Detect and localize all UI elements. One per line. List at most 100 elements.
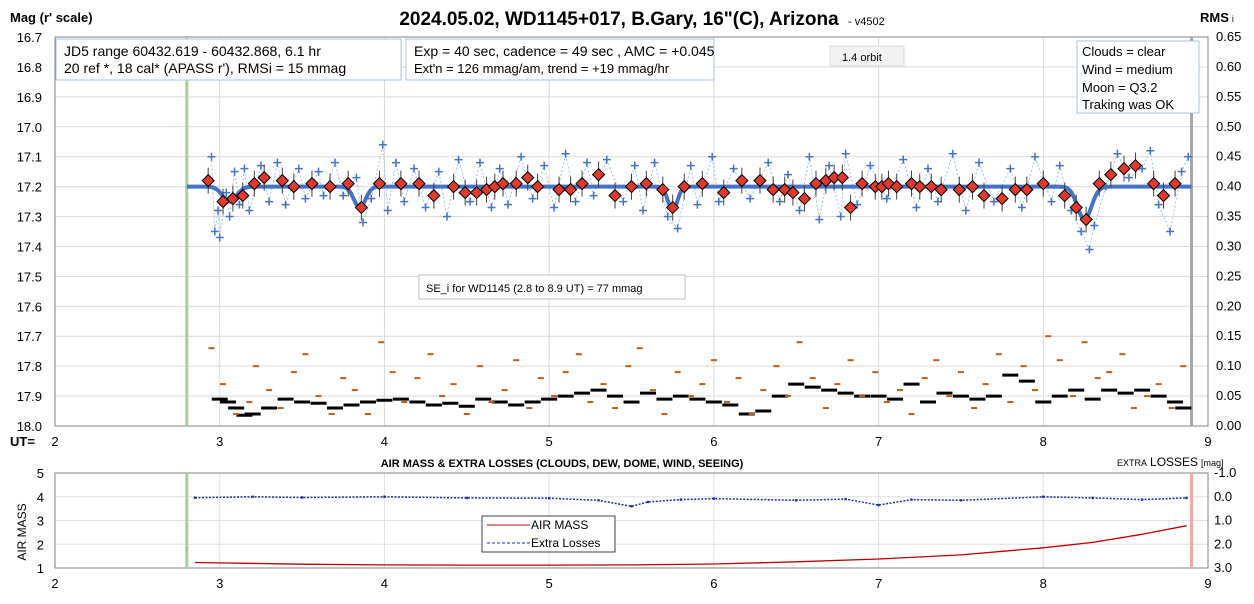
binned-point bbox=[624, 179, 639, 194]
raw-point bbox=[391, 158, 400, 167]
raw-point bbox=[443, 212, 452, 221]
jd-range-text: JD5 range 60432.619 - 60432.868, 6.1 hr bbox=[64, 43, 321, 59]
binned-point bbox=[977, 188, 991, 203]
raw-point bbox=[495, 164, 504, 173]
moon-text: Moon = Q3.2 bbox=[1082, 80, 1158, 95]
bottom-x-tick-label: 8 bbox=[1040, 576, 1047, 591]
bottom-y-tick-label: 5 bbox=[37, 466, 44, 481]
top-x-tick-label: 3 bbox=[216, 434, 223, 449]
top-y-tick-label: 17.5 bbox=[17, 269, 42, 284]
binned-point bbox=[552, 182, 566, 197]
top-y-tick-label: 17.8 bbox=[17, 359, 42, 374]
binned-point bbox=[924, 179, 938, 194]
binned-point bbox=[446, 179, 461, 194]
binned-point bbox=[226, 191, 240, 206]
raw-point bbox=[1166, 227, 1175, 236]
raw-point bbox=[673, 224, 682, 233]
binned-point bbox=[1057, 188, 1072, 203]
chart-version: - v4502 bbox=[848, 16, 885, 28]
raw-point bbox=[273, 158, 282, 167]
binned-point bbox=[665, 200, 680, 215]
ref-stars-text: 20 ref *, 18 cal* (APASS r'), RMSi = 15 … bbox=[64, 60, 346, 76]
binned-point bbox=[563, 182, 578, 197]
binned-point bbox=[509, 176, 523, 191]
binned-points-layer bbox=[201, 152, 1182, 233]
bottom-y-tick-label: 4 bbox=[37, 490, 44, 505]
raw-point bbox=[795, 206, 804, 215]
top-y2-tick-label: 0.60 bbox=[1216, 59, 1241, 74]
top-y2-tick-label: 0.30 bbox=[1216, 238, 1241, 253]
raw-point bbox=[714, 197, 723, 206]
raw-point bbox=[746, 194, 755, 203]
raw-point bbox=[215, 233, 224, 242]
raw-point bbox=[1124, 173, 1133, 182]
binned-point bbox=[372, 176, 387, 191]
extra-losses-point bbox=[1140, 498, 1144, 501]
raw-point bbox=[1077, 227, 1086, 236]
raw-point bbox=[948, 149, 957, 158]
se-note-box-frame bbox=[418, 274, 686, 300]
lower-right-label-small: EXTRA bbox=[1117, 458, 1147, 468]
binned-point bbox=[995, 191, 1009, 206]
orbit-box: 1.4 orbit bbox=[829, 45, 905, 67]
raw-point bbox=[708, 152, 717, 161]
bottom-y2-tick-label: -1.0 bbox=[1214, 465, 1236, 480]
top-x-tick-label: 2 bbox=[51, 434, 58, 449]
binned-point bbox=[1079, 212, 1093, 227]
bottom-y2-tick-label: 3.0 bbox=[1214, 560, 1232, 575]
lower-legend-frame bbox=[481, 515, 616, 553]
air-mass-line bbox=[194, 525, 1187, 566]
raw-point bbox=[319, 191, 328, 200]
raw-point bbox=[301, 194, 310, 203]
extra-losses-point bbox=[844, 497, 847, 501]
top-y2-tick-labels: 0.65 0.60 0.55 0.50 0.45 0.40 0.35 0.30 0.25 0.20… bbox=[1216, 29, 1241, 433]
legend-airmass-label: AIR MASS bbox=[531, 518, 588, 532]
top-x-tick-label: 5 bbox=[546, 434, 553, 449]
top-y-tick-label: 17.6 bbox=[17, 299, 42, 314]
extra-losses-point bbox=[910, 498, 913, 501]
raw-point bbox=[1017, 203, 1026, 212]
raw-point bbox=[589, 191, 598, 200]
jd-info-box: JD5 range 60432.619 - 60432.868, 6.1 hr … bbox=[55, 38, 402, 81]
chart-title: 2024.05.02, WD1145+017, B.Gary, 16"(C), … bbox=[399, 9, 839, 30]
bottom-plot-frame bbox=[54, 472, 1209, 569]
raw-point bbox=[210, 227, 219, 236]
binned-point bbox=[1117, 161, 1131, 176]
raw-point bbox=[517, 152, 526, 161]
binned-point bbox=[766, 182, 780, 197]
binned-point bbox=[717, 185, 731, 200]
binned-point bbox=[201, 173, 215, 188]
clouds-text: Clouds = clear bbox=[1082, 44, 1166, 59]
raw-point bbox=[225, 212, 234, 221]
binned-point bbox=[394, 176, 408, 191]
raw-point bbox=[540, 161, 549, 170]
left-axis-label: Mag (r' scale) bbox=[10, 10, 93, 25]
raw-point bbox=[583, 158, 592, 167]
raw-point bbox=[729, 164, 738, 173]
binned-point bbox=[608, 188, 622, 203]
raw-point bbox=[214, 206, 223, 215]
binned-point bbox=[305, 176, 319, 191]
raw-point bbox=[561, 149, 570, 158]
top-y2-tick-label: 0.40 bbox=[1216, 179, 1241, 194]
top-y2-tick-label: 0.50 bbox=[1216, 119, 1241, 134]
binned-point bbox=[575, 176, 589, 191]
binned-point bbox=[496, 176, 510, 191]
binned-point bbox=[835, 170, 850, 185]
extra-losses-point bbox=[383, 495, 386, 498]
top-x-tick-label: 9 bbox=[1204, 434, 1211, 449]
extra-losses-point bbox=[1185, 496, 1188, 500]
raw-point bbox=[421, 203, 430, 212]
top-y2-tick-label: 0.65 bbox=[1216, 29, 1241, 44]
binned-point bbox=[1104, 167, 1118, 182]
raw-point bbox=[1090, 221, 1099, 230]
raw-point bbox=[764, 158, 773, 167]
binned-point bbox=[656, 182, 670, 197]
raw-point bbox=[367, 194, 376, 203]
raw-point bbox=[933, 197, 942, 206]
raw-point bbox=[1047, 197, 1056, 206]
raw-point bbox=[503, 200, 512, 209]
binned-point bbox=[521, 170, 535, 185]
raw-point bbox=[853, 200, 862, 209]
